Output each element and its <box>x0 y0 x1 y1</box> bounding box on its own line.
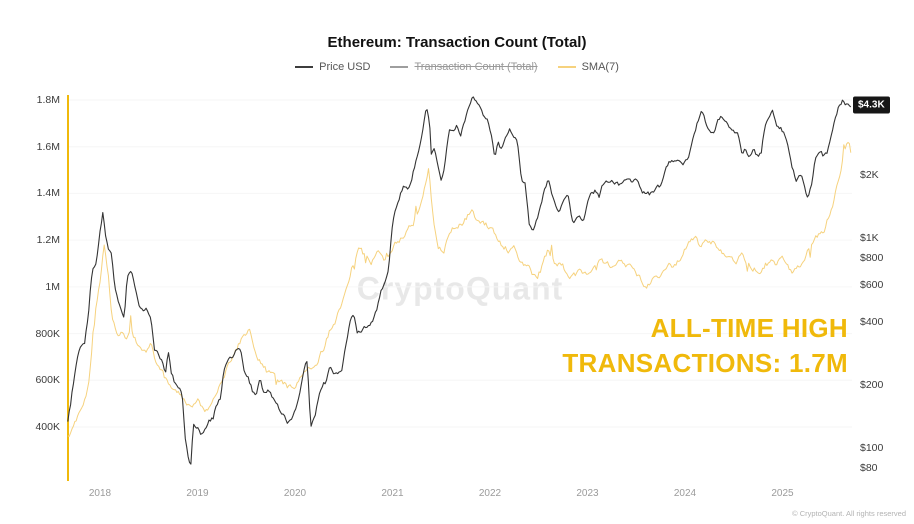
left-axis-tick: 1.8M <box>36 94 60 106</box>
left-axis-tick: 1.4M <box>36 187 60 200</box>
left-axis-tick: 1.2M <box>36 234 60 247</box>
price-usd-line <box>67 96 852 465</box>
left-axis-tick: 1M <box>45 280 60 293</box>
right-axis-tick: $200 <box>860 378 884 391</box>
left-axis-tick: 600K <box>35 374 60 387</box>
right-axis-tick: $80 <box>860 462 878 475</box>
ath-annotation-line1: ALL-TIME HIGH <box>650 313 848 343</box>
copyright-text: © CryptoQuant. All rights reserved <box>792 509 906 518</box>
legend-label-sma7: SMA(7) <box>581 61 619 73</box>
price-usd-legend-mark-icon <box>295 66 314 68</box>
x-axis-tick: 2022 <box>478 488 502 499</box>
right-axis-tick: $100 <box>860 442 884 454</box>
right-axis-tick: $1K <box>860 232 879 244</box>
right-axis-tick: $600 <box>860 278 884 291</box>
left-axis-tick: 400K <box>35 421 60 433</box>
chart-legend: Price USD Transaction Count (Total) SMA(… <box>0 61 914 73</box>
x-axis-tick: 2021 <box>381 488 404 499</box>
chart-title: Ethereum: Transaction Count (Total) <box>327 34 587 51</box>
ath-annotation-line2: TRANSACTIONS: 1.7M <box>562 348 848 378</box>
legend-item-sma7[interactable]: SMA(7) <box>557 61 619 73</box>
transaction-count-legend-mark-icon <box>390 66 409 68</box>
current-price-badge: $4.3K <box>853 96 890 114</box>
cryptoquant-watermark: CryptoQuant <box>356 270 564 307</box>
x-axis-tick: 2025 <box>771 488 794 499</box>
right-axis-tick: $400 <box>860 315 884 328</box>
legend-item-transaction-count[interactable]: Transaction Count (Total) <box>390 61 538 73</box>
x-axis-tick: 2020 <box>283 488 307 499</box>
right-axis-tick: $800 <box>860 252 884 265</box>
legend-label-price-usd: Price USD <box>319 61 371 73</box>
x-axis-tick: 2019 <box>186 488 209 499</box>
left-axis-tick: 800K <box>35 327 60 340</box>
legend-label-transaction-count: Transaction Count (Total) <box>414 61 538 73</box>
sma7-line <box>67 141 852 437</box>
right-axis-tick: $2K <box>860 168 879 181</box>
ath-annotation: ALL-TIME HIGH TRANSACTIONS: 1.7M <box>562 311 848 381</box>
legend-item-price-usd[interactable]: Price USD <box>295 61 370 73</box>
x-axis-tick: 2018 <box>88 488 112 499</box>
x-axis-tick: 2023 <box>576 488 599 499</box>
x-axis-tick: 2024 <box>673 488 697 499</box>
sma7-legend-mark-icon <box>557 66 576 68</box>
left-axis-tick: 1.6M <box>36 140 60 153</box>
